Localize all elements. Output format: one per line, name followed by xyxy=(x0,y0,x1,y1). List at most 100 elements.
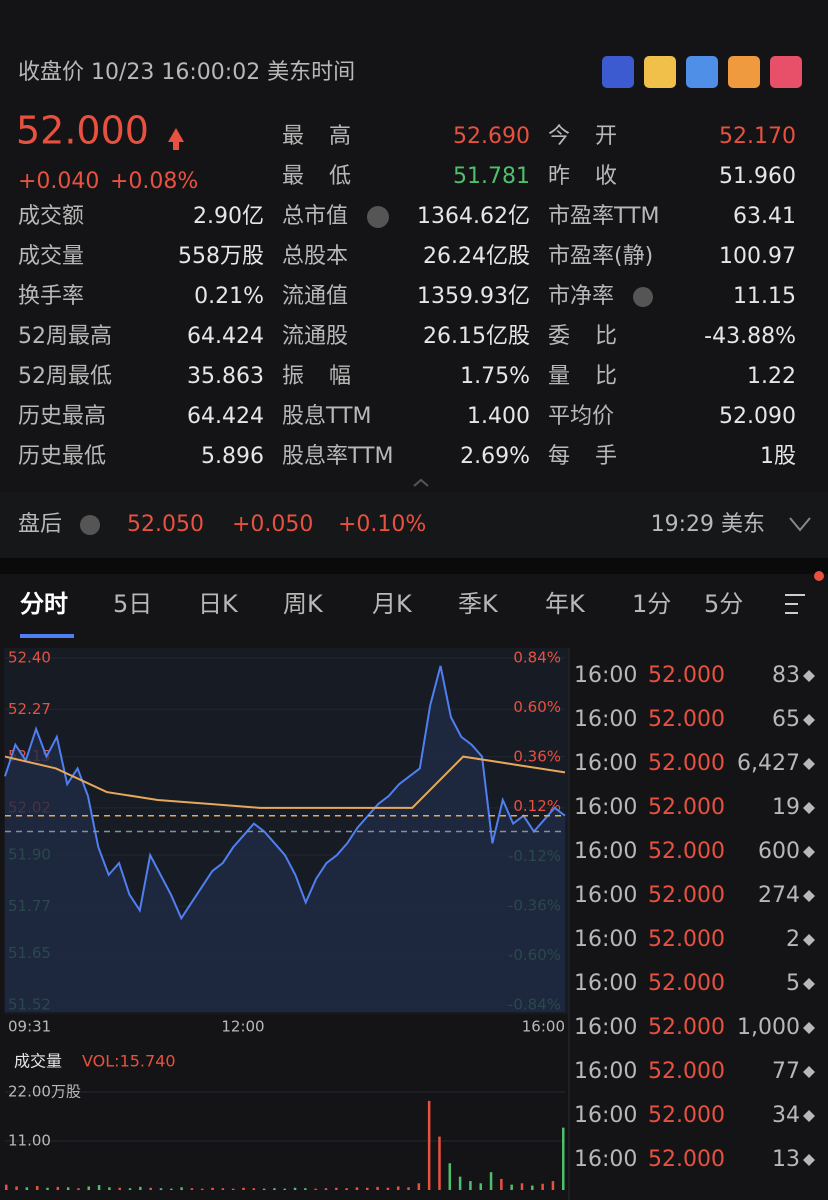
price-change: +0.040 xyxy=(18,169,99,194)
volume-bar xyxy=(25,1187,29,1190)
volume-bar xyxy=(15,1186,18,1190)
volume-bar xyxy=(66,1187,70,1190)
expand-icon[interactable] xyxy=(789,517,811,532)
up-arrow-icon xyxy=(168,128,184,150)
volume-bar xyxy=(77,1188,80,1190)
trade-price: 52.000 xyxy=(648,751,725,776)
stat-value: 1.400 xyxy=(467,404,530,429)
last-price: 52.000 xyxy=(16,109,149,153)
volume-bar xyxy=(273,1188,276,1190)
stat-label: 平均价 xyxy=(548,404,614,429)
trade-direction-icon xyxy=(803,934,815,946)
more-icon[interactable] xyxy=(367,206,389,228)
stat-value: 2.90亿 xyxy=(193,204,264,229)
tab[interactable]: 日K xyxy=(198,590,239,618)
info-icon[interactable] xyxy=(633,287,653,307)
stat-label: 市盈率(静) xyxy=(548,244,653,269)
volume-bar xyxy=(35,1185,39,1190)
header-title: 收盘价 10/23 16:00:02 美东时间 xyxy=(18,60,355,85)
stat-value: 63.41 xyxy=(733,204,796,229)
volume-tick-label: 22.00万股 xyxy=(8,1083,81,1101)
trade-volume: 13 xyxy=(772,1147,800,1172)
trade-direction-icon xyxy=(803,978,815,990)
stat-label: 流通值 xyxy=(282,284,348,309)
stat-label: 52周最低 xyxy=(18,364,112,389)
stat-label: 总股本 xyxy=(282,244,348,269)
trade-volume: 77 xyxy=(772,1059,800,1084)
stat-value: 1.22 xyxy=(747,364,796,389)
stat-value: 52.090 xyxy=(719,404,796,429)
trade-direction-icon xyxy=(803,1022,815,1034)
trade-price: 52.000 xyxy=(648,1015,725,1040)
stat-value: 1364.62亿 xyxy=(417,204,530,229)
volume-bar xyxy=(335,1187,338,1190)
volume-bar xyxy=(366,1187,369,1190)
trade-volume: 19 xyxy=(772,795,800,820)
collapse-icon[interactable] xyxy=(413,478,429,487)
stat-value: 64.424 xyxy=(187,324,264,349)
stat-label: 股息率TTM xyxy=(282,444,393,469)
tab[interactable]: 5日 xyxy=(113,590,152,618)
trade-price: 52.000 xyxy=(648,839,725,864)
volume-bar xyxy=(149,1187,152,1190)
price-area xyxy=(5,665,565,1012)
volume-bar xyxy=(531,1185,534,1190)
volume-bar xyxy=(407,1187,410,1190)
after-hours-bar[interactable] xyxy=(0,492,828,558)
trade-price: 52.000 xyxy=(648,971,725,996)
volume-bar xyxy=(304,1188,307,1190)
stat-label: 流通股 xyxy=(282,324,348,349)
trade-time: 16:00 xyxy=(574,883,637,908)
trade-time: 16:00 xyxy=(574,1059,637,1084)
tab[interactable]: 分时 xyxy=(20,590,68,618)
volume-bar xyxy=(469,1181,472,1190)
stat-value: 2.69% xyxy=(460,444,530,469)
volume-bar xyxy=(190,1188,194,1190)
trade-direction-icon xyxy=(803,1154,815,1166)
volume-bar xyxy=(489,1172,493,1190)
volume-bar xyxy=(46,1187,49,1190)
settings-icon[interactable] xyxy=(785,594,805,614)
after-hours-label: 盘后 xyxy=(18,512,62,537)
trade-direction-icon xyxy=(803,714,815,726)
volume-bar xyxy=(396,1186,400,1190)
trade-time: 16:00 xyxy=(574,927,637,952)
tab[interactable]: 季K xyxy=(458,590,499,618)
tab[interactable]: 月K xyxy=(372,590,413,618)
tab[interactable]: 周K xyxy=(283,590,324,618)
after-hours-price: 52.050 xyxy=(127,512,204,537)
volume-bar xyxy=(159,1188,163,1190)
separator xyxy=(0,558,828,574)
volume-bar xyxy=(376,1186,379,1190)
volume-bar xyxy=(118,1187,121,1190)
tab[interactable]: 年K xyxy=(545,590,586,618)
stat-value: 558万股 xyxy=(178,244,264,269)
stat-label: 历史最高 xyxy=(18,404,106,429)
tab[interactable]: 5分 xyxy=(704,590,743,618)
trade-time: 16:00 xyxy=(574,839,637,864)
stat-value: 52.690 xyxy=(453,124,530,149)
price-percent: +0.08% xyxy=(110,169,198,194)
trade-volume: 65 xyxy=(772,707,800,732)
volume-bar xyxy=(5,1184,8,1190)
x-tick-label: 09:31 xyxy=(8,1018,51,1036)
stat-value: 1股 xyxy=(760,444,796,469)
stat-label: 总市值 xyxy=(282,204,348,229)
after-hours-time: 19:29 美东 xyxy=(651,512,765,537)
trade-volume: 5 xyxy=(786,971,800,996)
stat-label: 振 幅 xyxy=(282,364,351,389)
after-hours-percent: +0.10% xyxy=(338,512,426,537)
tab[interactable]: 1分 xyxy=(632,590,671,618)
info-icon[interactable] xyxy=(80,515,100,535)
trade-time: 16:00 xyxy=(574,971,637,996)
trade-time: 16:00 xyxy=(574,795,637,820)
app-icons[interactable] xyxy=(602,56,802,88)
volume-bar xyxy=(97,1185,101,1190)
stat-label: 最 低 xyxy=(282,164,351,189)
volume-bar xyxy=(345,1188,348,1190)
trade-time: 16:00 xyxy=(574,1015,637,1040)
trade-price: 52.000 xyxy=(648,927,725,952)
stat-label: 成交量 xyxy=(18,244,84,269)
volume-bar xyxy=(139,1186,142,1190)
